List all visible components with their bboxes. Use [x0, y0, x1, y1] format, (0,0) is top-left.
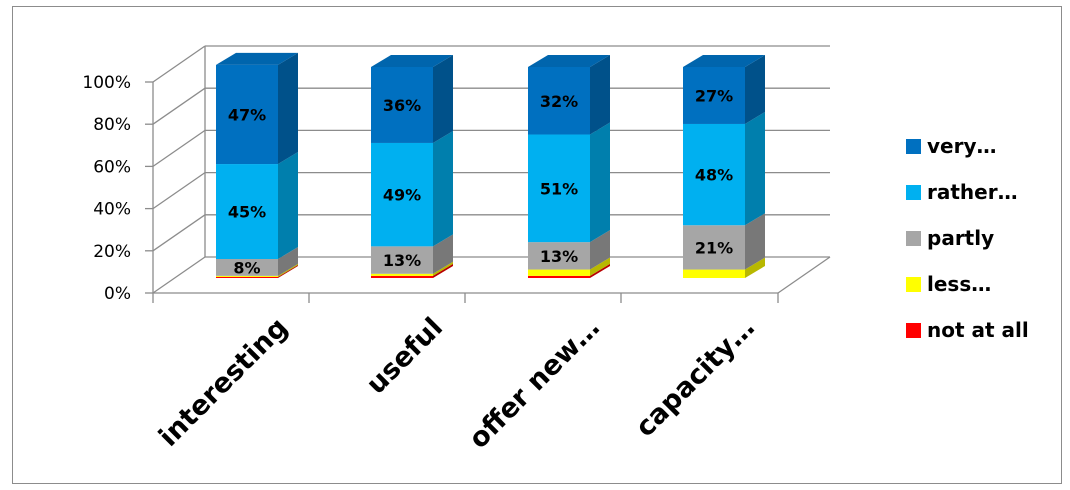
x-category-label: useful: [361, 312, 449, 400]
bar-side: [278, 264, 298, 278]
data-label: 8%: [233, 258, 260, 277]
bar-segment-very: [371, 67, 433, 143]
bar-side: [433, 263, 453, 278]
y-tick-label: 100%: [82, 73, 131, 93]
y-tick-label: 80%: [93, 115, 131, 135]
bars: [216, 52, 765, 278]
x-axis-labels: interesting useful offer new… capacity…: [153, 312, 761, 455]
y-tick-label: 0%: [104, 284, 131, 304]
bar-side: [433, 130, 453, 247]
grid-diagonal: [152, 172, 206, 210]
bar-top: [371, 55, 453, 67]
bar-segment-notatall: [371, 275, 433, 278]
floor-edge: [777, 256, 831, 294]
bar-side: [433, 261, 453, 276]
data-labels: 8% 45% 47% 13% 49% 36% 13% 51% 32% 21% 48% 27%: [228, 86, 733, 277]
legend-label: very…: [927, 134, 997, 158]
bar-side: [590, 55, 610, 135]
bar-segment-partly: [683, 225, 745, 270]
y-tick-label: 20%: [93, 242, 131, 262]
legend-swatch: [906, 231, 921, 246]
bar-segment-rather: [528, 134, 590, 243]
bar-segment-notatall: [216, 276, 278, 278]
data-label: 21%: [695, 238, 733, 257]
grid-diagonal: [152, 129, 206, 167]
x-category-label: offer new…: [463, 312, 606, 455]
data-label: 27%: [695, 86, 733, 105]
legend-swatch: [906, 185, 921, 200]
grid-diagonal: [152, 87, 206, 125]
legend-label: not at all: [927, 318, 1029, 342]
bar-side: [745, 111, 765, 226]
y-tick-label: 40%: [93, 200, 131, 220]
legend-label: rather…: [927, 180, 1018, 204]
data-label: 51%: [540, 179, 578, 198]
bar-side: [745, 55, 765, 124]
bar-segment-partly: [371, 246, 433, 274]
bar-segment-very: [216, 64, 278, 165]
bar-segment-less: [683, 269, 745, 278]
bar-side: [745, 213, 765, 270]
stacked-bar-chart: 0% 20% 40% 60% 80% 100% 8% 45% 47% 13% 49% 36% 13% 5…: [82, 45, 1029, 455]
bar-side: [278, 52, 298, 165]
data-label: 45%: [228, 203, 266, 222]
data-label: 48%: [695, 166, 733, 185]
x-category-label: interesting: [153, 312, 294, 453]
bar-top: [683, 55, 765, 67]
bar-segment-partly: [216, 259, 278, 276]
bar-segment-rather: [371, 142, 433, 247]
legend-label: less…: [927, 272, 991, 296]
bar-side: [278, 263, 298, 277]
bar-side: [278, 247, 298, 276]
bar-segment-less: [528, 269, 590, 276]
bar-side: [590, 122, 610, 243]
legend-label: partly: [927, 226, 994, 250]
bar-side: [590, 257, 610, 276]
data-label: 32%: [540, 92, 578, 111]
bar-segment-less: [371, 273, 433, 276]
legend: very… rather… partly less… not at all: [906, 134, 1029, 342]
data-label: 13%: [540, 247, 578, 266]
data-label: 47%: [228, 105, 266, 124]
bar-segment-rather: [683, 123, 745, 226]
bar-segment-very: [683, 67, 745, 124]
legend-swatch: [906, 277, 921, 292]
bar-segment-very: [528, 67, 590, 135]
grid-diagonal: [152, 256, 206, 294]
bar-side: [590, 263, 610, 278]
bar-side: [433, 55, 453, 143]
chart-frame: 0% 20% 40% 60% 80% 100% 8% 45% 47% 13% 49% 36% 13% 5…: [12, 6, 1062, 484]
grid-diagonal: [152, 45, 206, 83]
bar-side: [590, 230, 610, 270]
x-category-label: capacity…: [630, 312, 761, 443]
axes: 0% 20% 40% 60% 80% 100%: [82, 73, 831, 304]
bar-side: [745, 257, 765, 278]
bar-side: [433, 234, 453, 274]
y-tick-label: 60%: [93, 157, 131, 177]
bar-segment-less: [216, 275, 278, 277]
bar-segment-rather: [216, 164, 278, 260]
bar-side: [278, 152, 298, 260]
legend-swatch: [906, 323, 921, 338]
legend-swatch: [906, 139, 921, 154]
bar-top: [528, 55, 610, 67]
data-label: 36%: [383, 96, 421, 115]
data-label: 13%: [383, 251, 421, 270]
bar-segment-partly: [528, 242, 590, 270]
bar-top: [216, 52, 298, 65]
bar-segment-notatall: [528, 275, 590, 278]
data-label: 49%: [383, 186, 421, 205]
grid-diagonal: [152, 214, 206, 252]
